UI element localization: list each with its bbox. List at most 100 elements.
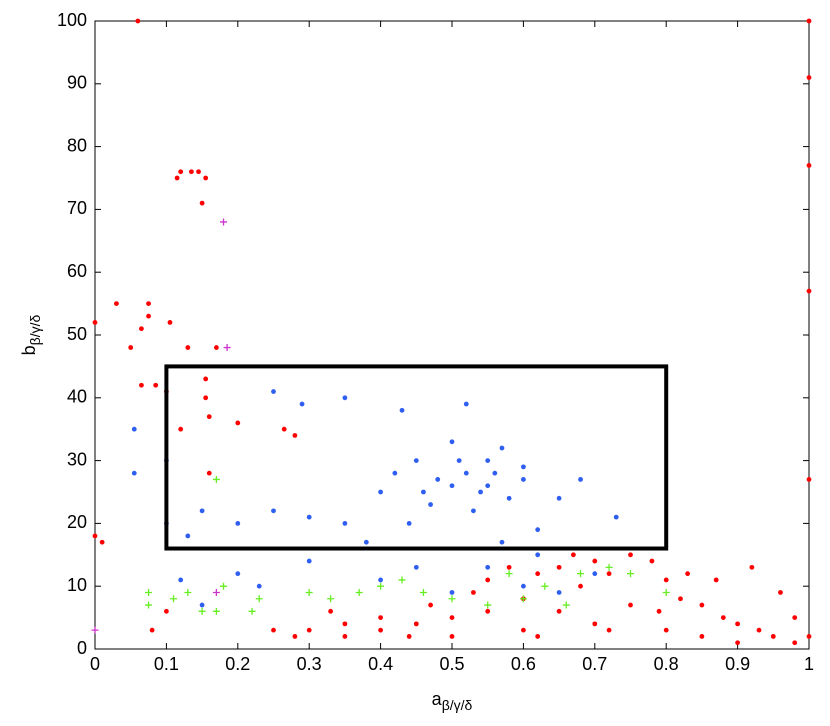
dot-point: [806, 75, 812, 80]
x-tick-label: 0.3: [297, 654, 322, 674]
dot-point: [178, 577, 184, 583]
dot-point: [392, 470, 398, 476]
dot-point: [521, 583, 526, 589]
dot-point: [535, 571, 541, 577]
dot-point: [92, 320, 98, 325]
plus-point: [541, 582, 549, 590]
dot-point: [178, 426, 184, 432]
dot-point: [188, 169, 194, 175]
x-tick-label: 0.6: [511, 654, 536, 674]
dot-point: [203, 376, 209, 382]
dot-point: [735, 621, 740, 627]
dot-point: [139, 326, 144, 332]
dot-point: [413, 621, 419, 627]
dot-point: [578, 477, 583, 482]
dot-point: [806, 477, 812, 482]
dot-point: [678, 596, 683, 602]
dot-point: [756, 627, 762, 633]
plus-point: [519, 595, 527, 603]
dot-point: [342, 621, 348, 627]
dot-point: [114, 301, 119, 306]
dot-point: [471, 508, 476, 514]
dot-point: [656, 608, 662, 614]
dot-point: [449, 634, 455, 639]
x-axis-label: aβ/γ/δ: [432, 689, 473, 713]
dot-point: [378, 577, 383, 583]
dot-point: [306, 627, 312, 633]
dot-point: [342, 521, 348, 526]
dot-point: [421, 489, 426, 495]
dot-point: [413, 458, 419, 463]
dot-point: [478, 489, 483, 495]
plus-point: [220, 582, 228, 590]
dot-point: [749, 564, 755, 570]
x-tick-label: 0.2: [225, 654, 250, 674]
dot-point: [292, 433, 298, 438]
plus-point: [145, 601, 153, 609]
y-tick-label: 30: [67, 449, 87, 469]
dot-point: [342, 634, 348, 639]
dot-point: [199, 602, 205, 608]
dot-point: [485, 483, 491, 489]
dot-point: [178, 169, 184, 175]
dot-point: [456, 458, 462, 463]
dot-point: [535, 527, 541, 533]
plus-point: [398, 576, 406, 584]
dot-point: [203, 395, 209, 401]
dot-point: [535, 634, 541, 639]
dot-point: [299, 401, 305, 407]
plus-point: [223, 344, 231, 352]
dot-point: [806, 288, 812, 294]
dot-point: [606, 571, 612, 577]
y-tick-label: 90: [67, 73, 87, 93]
plus-point: [577, 570, 585, 578]
dot-point: [206, 414, 212, 420]
dot-point: [131, 426, 137, 432]
dot-point: [713, 577, 719, 583]
plus-point: [505, 570, 513, 578]
dot-point: [428, 602, 433, 608]
dot-point: [521, 477, 526, 482]
dot-point: [628, 602, 633, 608]
dot-point: [235, 521, 241, 526]
dot-point: [735, 640, 740, 646]
y-tick-label: 0: [77, 638, 87, 658]
dot-point: [663, 627, 669, 633]
plus-point: [327, 595, 335, 603]
dot-point: [139, 382, 144, 388]
dot-point: [167, 320, 173, 325]
dot-point: [271, 627, 276, 633]
dot-point: [92, 533, 98, 539]
dot-point: [256, 583, 262, 589]
dot-point: [521, 464, 526, 470]
dot-point: [592, 571, 598, 577]
dot-point: [485, 458, 491, 463]
dot-point: [485, 564, 491, 570]
dot-point: [428, 502, 433, 507]
dot-point: [199, 508, 205, 514]
plus-point: [220, 218, 228, 226]
plus-point: [419, 588, 427, 596]
dot-point: [663, 577, 669, 583]
dot-point: [213, 345, 219, 350]
dot-point: [649, 558, 655, 564]
dot-point: [306, 514, 312, 520]
dot-point: [449, 615, 455, 620]
dot-point: [363, 539, 369, 545]
dot-point: [378, 489, 383, 495]
plus-point: [627, 570, 634, 578]
y-tick-label: 10: [67, 575, 87, 595]
y-axis-label: bβ/γ/δ: [19, 314, 43, 355]
dot-point: [306, 558, 312, 564]
plus-point: [355, 588, 363, 596]
dot-point: [778, 590, 783, 595]
dot-point: [235, 571, 241, 577]
plus-point: [255, 595, 263, 603]
dot-point: [570, 552, 576, 558]
dot-point: [485, 608, 491, 614]
dot-point: [149, 627, 155, 633]
y-tick-label: 70: [67, 198, 87, 218]
dot-point: [146, 301, 151, 306]
y-tick-label: 60: [67, 261, 87, 281]
dot-point: [128, 345, 134, 350]
